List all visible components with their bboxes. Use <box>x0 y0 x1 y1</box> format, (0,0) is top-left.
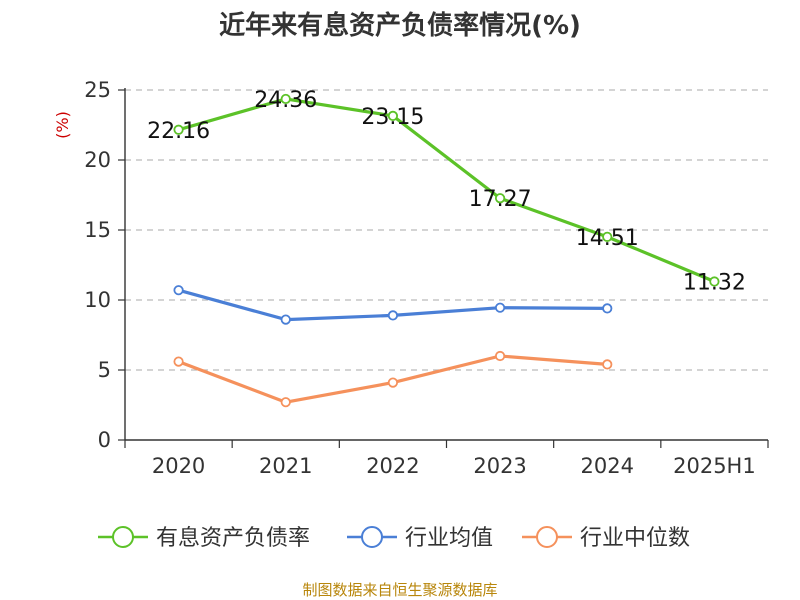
data-label: 14.51 <box>576 226 639 251</box>
x-tick-label: 2024 <box>581 454 634 478</box>
data-point <box>494 193 506 204</box>
source-note: 制图数据来自恒生聚源数据库 <box>302 581 497 599</box>
series-layer <box>173 93 720 408</box>
data-point <box>602 231 613 242</box>
y-tick-label: 10 <box>84 288 111 312</box>
data-point <box>709 276 720 287</box>
data-point <box>494 350 506 362</box>
data-point <box>602 303 613 314</box>
y-tick-label: 25 <box>84 78 111 102</box>
data-point <box>602 359 613 370</box>
legend-label: 有息资产负债率 <box>156 526 310 551</box>
legend-label: 行业中位数 <box>580 526 690 551</box>
series-line <box>178 97 716 283</box>
axes: 0 5 10 15 20 25 2020 2021 2022 2023 2024 2025H1 <box>84 78 769 478</box>
x-tick-label: 2021 <box>259 454 312 478</box>
y-tick-label: 5 <box>98 358 111 382</box>
data-point <box>173 124 184 135</box>
legend-label: 行业均值 <box>405 526 493 551</box>
x-tick-label: 2025H1 <box>673 454 756 478</box>
legend-marker <box>361 526 383 548</box>
data-point <box>280 93 291 105</box>
data-point <box>387 377 399 388</box>
data-labels: 22.16 24.36 23.15 17.27 14.51 11.32 <box>147 88 746 296</box>
x-tick-label: 2020 <box>152 454 205 478</box>
legend-marker <box>536 526 558 548</box>
data-point <box>387 310 399 321</box>
x-tick-label: 2023 <box>473 454 526 478</box>
data-point <box>387 110 399 122</box>
x-tick-label: 2022 <box>366 454 419 478</box>
data-label: 11.32 <box>683 271 746 296</box>
y-axis-label: (%) <box>53 111 72 139</box>
data-point <box>280 397 291 408</box>
y-tick-label: 0 <box>98 428 111 452</box>
data-point <box>494 302 506 313</box>
data-point <box>173 356 184 367</box>
data-point <box>173 285 184 296</box>
y-tick-label: 15 <box>84 218 111 242</box>
data-point <box>280 314 291 325</box>
data-label: 23.15 <box>361 105 424 130</box>
data-label: 22.16 <box>147 119 210 144</box>
data-label: 17.27 <box>469 187 532 212</box>
chart-title: 近年来有息资产负债率情况(%) <box>219 10 581 41</box>
grid-lines <box>125 89 768 371</box>
legend: 有息资产负债率 行业均值 行业中位数 <box>98 526 690 551</box>
y-tick-label: 20 <box>84 148 111 172</box>
legend-marker <box>112 526 134 548</box>
data-label: 24.36 <box>254 88 317 113</box>
